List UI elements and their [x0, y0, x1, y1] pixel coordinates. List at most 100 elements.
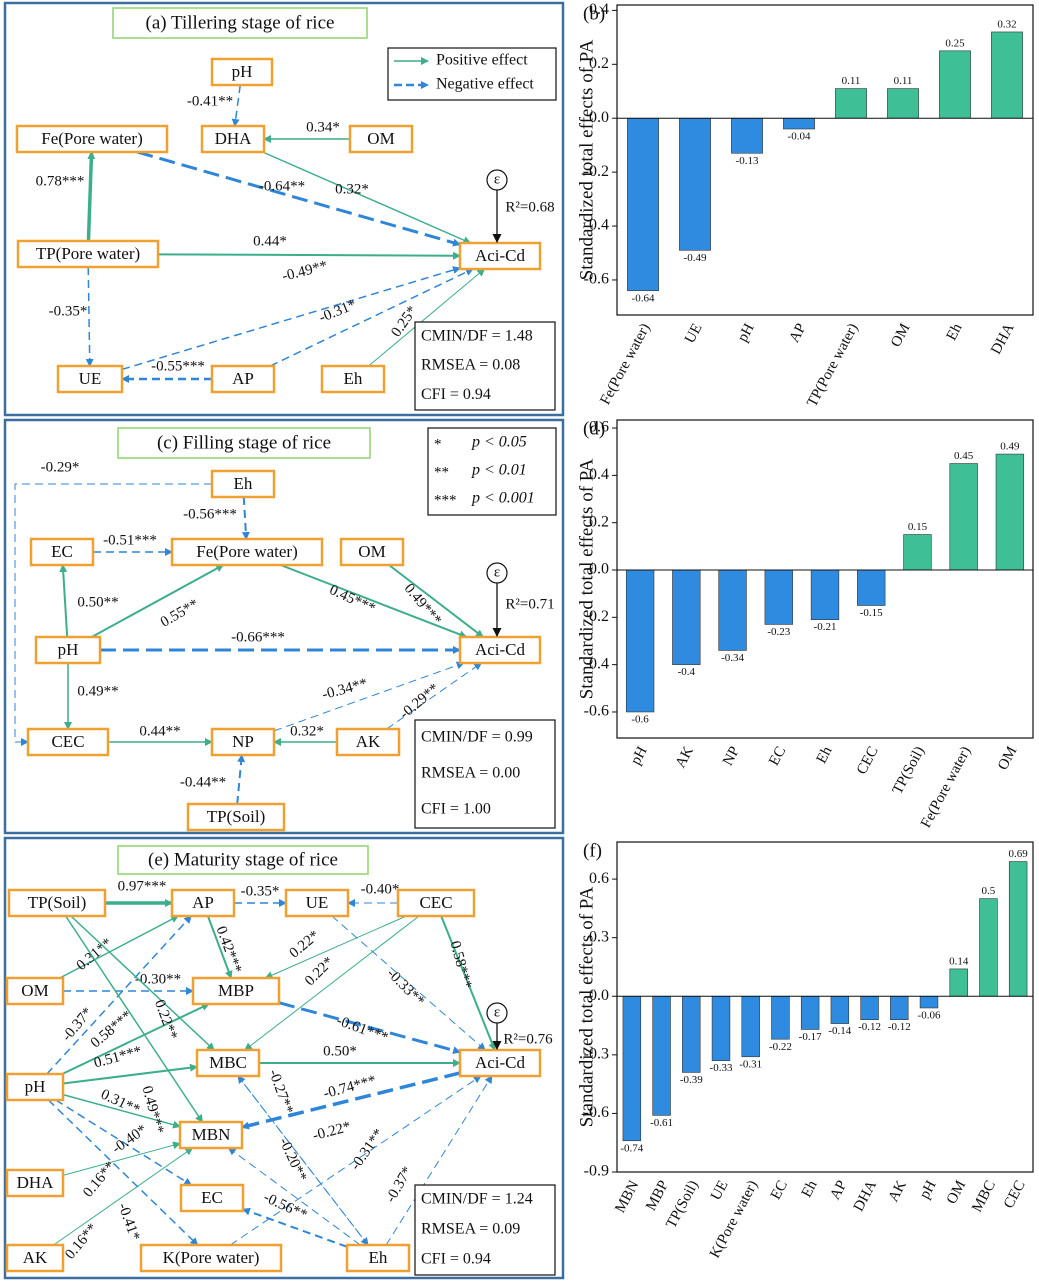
y-axis-title: Standardized total effects of PA	[576, 458, 597, 699]
path-coefficient: 0.45***	[327, 582, 378, 617]
path-arrow	[62, 1141, 181, 1176]
node-box	[170, 537, 324, 567]
path-coefficient: -0.64**	[259, 178, 305, 194]
plot-frame	[616, 841, 1034, 1173]
path-arrow	[46, 915, 192, 1075]
value-label: -0.12	[888, 1021, 911, 1033]
path-coefficient: 0.16**	[62, 1221, 101, 1263]
x-tick-label: UE	[708, 1178, 732, 1203]
bar	[835, 88, 867, 119]
path-arrow	[241, 1071, 461, 1130]
path-coefficient: -0.41*	[114, 1201, 142, 1243]
node-box	[458, 241, 542, 271]
path-coefficient: -0.41**	[187, 93, 233, 109]
node-label: DHA	[17, 1173, 55, 1192]
node-box	[284, 888, 350, 918]
node-label: EC	[51, 542, 73, 561]
path-arrow	[236, 754, 246, 805]
path-arrow	[55, 1099, 193, 1186]
bar-chart: (f)Standardized total effects of PA-0.9-…	[576, 840, 1034, 1261]
node-label: Eh	[344, 369, 363, 388]
fit-index: RMSEA = 0.09	[421, 1221, 520, 1238]
path-arrow	[264, 915, 407, 979]
node-box	[26, 727, 110, 757]
value-label: -0.15	[860, 607, 883, 619]
node-label: TP(Soil)	[28, 893, 87, 912]
node-label: Fe(Pore water)	[196, 542, 298, 561]
node-box	[335, 727, 401, 757]
y-tick-label: -0.6	[584, 271, 609, 288]
path-coefficient: 0.55**	[158, 596, 202, 630]
path-arrow	[273, 661, 465, 732]
panel-border	[3, 836, 565, 1280]
node-box	[210, 364, 276, 394]
node-box	[139, 1243, 283, 1273]
y-tick-label: 0.0	[589, 561, 609, 578]
value-label: 0.32	[997, 18, 1016, 30]
value-label: -0.22	[769, 1041, 792, 1053]
node-box	[56, 364, 124, 394]
x-tick-label: AK	[886, 1178, 910, 1205]
bar-chart: (b) Standardized total effects of PA-0.6 0…	[576, 1, 1034, 410]
path-arrow	[121, 266, 461, 371]
value-label: -0.17	[799, 1031, 822, 1043]
path-arrow	[242, 1207, 348, 1248]
node-label: K(Pore water)	[163, 1248, 260, 1267]
value-label: -0.74	[620, 1142, 643, 1154]
value-label: -0.49	[684, 252, 707, 264]
y-tick-label: 0.4	[589, 466, 609, 483]
bar	[679, 117, 711, 251]
node-box	[339, 537, 405, 567]
node-label: OM	[21, 981, 48, 1000]
node-box	[320, 364, 386, 394]
value-label: 0.11	[894, 75, 913, 87]
path-arrow	[136, 150, 461, 247]
legend-label: Positive effect	[436, 52, 528, 69]
value-label: -0.06	[918, 1010, 941, 1022]
bar	[857, 569, 886, 606]
x-tick-label: OM	[995, 744, 1020, 773]
path-arrow	[62, 1093, 181, 1129]
path-arrow	[227, 1147, 361, 1246]
bar	[800, 995, 820, 1030]
x-tick-label: OM	[944, 1178, 969, 1207]
value-label: 0.11	[842, 75, 861, 87]
y-tick-label: 0.4	[589, 1, 609, 18]
path-coefficient: -0.55***	[151, 358, 205, 374]
x-tick-label: NP	[720, 744, 743, 768]
path-coefficient: -0.40*	[109, 1122, 150, 1157]
legend-label: Negative effect	[436, 76, 534, 93]
significance-level: p < 0.01	[471, 462, 527, 479]
path-diagram: (c) Filling stage of rice -0.29* -0.56*** -…	[3, 418, 565, 835]
path-coefficient: -0.74***	[322, 1073, 378, 1102]
path-arrow	[231, 84, 241, 127]
x-tick-label: Eh	[814, 744, 836, 767]
fit-index: CMIN/DF = 1.48	[421, 327, 533, 344]
x-tick-label: AP	[786, 321, 809, 345]
path-arrow	[388, 564, 484, 638]
significance-level: p < 0.05	[471, 434, 527, 451]
node-box	[16, 239, 160, 269]
value-label: -0.64	[632, 292, 655, 304]
path-arrow	[244, 915, 420, 1051]
x-tick-label: MBN	[612, 1178, 642, 1216]
x-tick-label: EC	[766, 744, 789, 768]
node-box	[5, 1168, 65, 1198]
value-label: 0.14	[949, 955, 969, 967]
path-coefficient: 0.50**	[77, 594, 118, 610]
node-box	[345, 1243, 411, 1273]
x-tick-label: pH	[917, 1178, 940, 1202]
x-tick-label: Eh	[944, 321, 966, 344]
node-box	[5, 1072, 65, 1102]
node-box	[210, 57, 274, 87]
value-label: -0.12	[858, 1021, 881, 1033]
node-box	[458, 635, 542, 665]
panel-border	[3, 418, 565, 835]
path-arrow	[61, 1003, 210, 1075]
value-label: -0.34	[721, 652, 744, 664]
x-tick-label: TP(Soil)	[890, 744, 928, 797]
value-label: -0.14	[828, 1025, 851, 1037]
path-arrow	[65, 915, 203, 1123]
path-coefficient: -0.30**	[135, 971, 181, 987]
